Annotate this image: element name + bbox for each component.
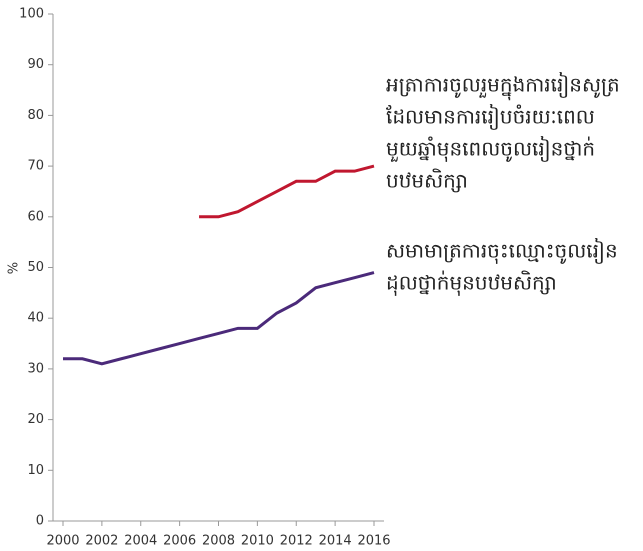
y-tick-label: 40 [27, 311, 44, 326]
series-label: ដែលមានការរៀបចំរយៈពេល [386, 104, 595, 131]
y-axis-label: % [7, 262, 22, 274]
x-tick-label: 2006 [163, 534, 196, 549]
y-tick-label: 100 [19, 7, 44, 22]
x-tick-label: 2014 [319, 534, 352, 549]
y-tick-label: 80 [27, 108, 44, 123]
series-line [199, 164, 375, 219]
series-line [63, 271, 375, 366]
y-tick-label: 20 [27, 412, 44, 427]
y-tick-label: 60 [27, 209, 44, 224]
x-tick-label: 2002 [85, 534, 118, 549]
x-tick-label: 2010 [241, 534, 274, 549]
y-tick-label: 50 [27, 260, 44, 275]
y-tick-label: 30 [27, 361, 44, 376]
series-label: ដុលថ្នាក់មុនបឋមសិក្សា [386, 270, 557, 297]
x-tick-label: 2004 [124, 534, 157, 549]
y-tick-label: 10 [27, 463, 44, 478]
y-tick-label: 70 [27, 159, 44, 174]
x-tick-label: 2000 [46, 534, 79, 549]
x-tick-label: 2008 [202, 534, 235, 549]
y-tick-label: 90 [27, 57, 44, 72]
x-tick-label: 2016 [357, 534, 390, 549]
series-label: អត្រាការចូលរួមក្នុងការរៀនសូត្រ [386, 72, 620, 101]
series-label: មួយឆ្នាំមុនពេលចូលរៀនថ្នាក់ [386, 136, 595, 163]
x-tick-label: 2012 [280, 534, 313, 549]
y-tick-label: 0 [36, 514, 44, 529]
series-label: សមាមាត្រការចុះឈ្មោះចូលរៀន [386, 238, 618, 265]
series-label: បឋមសិក្សា [386, 168, 468, 193]
